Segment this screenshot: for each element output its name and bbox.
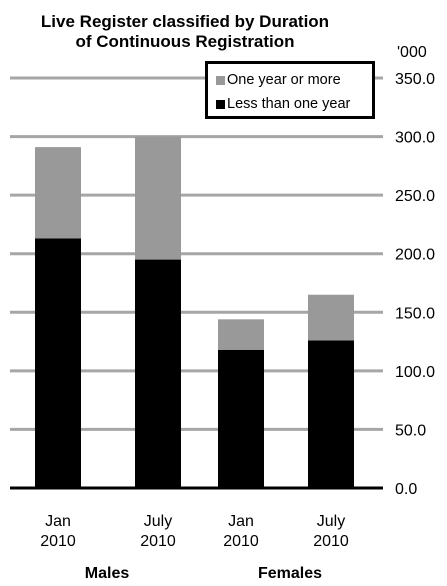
legend-swatch-less-than-one-year: [216, 99, 225, 109]
y-tick-label: 350.0: [395, 71, 435, 88]
unit-label: '000: [397, 44, 427, 61]
legend-item-less-than-one-year: Less than one year: [216, 92, 372, 116]
legend-label-one-year-or-more: One year or more: [227, 72, 341, 88]
y-tick-label: 100.0: [395, 364, 435, 381]
x-tick-label: 2010: [313, 533, 349, 550]
chart-title-line-2: of Continuous Registration: [75, 32, 295, 51]
bar-one-year-or-more: [218, 319, 264, 350]
y-tick-label: 50.0: [395, 422, 426, 439]
bar-one-year-or-more: [135, 136, 181, 260]
legend-label-less-than-one-year: Less than one year: [227, 96, 351, 112]
x-tick-label: 2010: [40, 533, 76, 550]
bar-less-than-one-year: [35, 238, 81, 488]
chart-title: Live Register classified by Duration of …: [0, 12, 370, 52]
x-tick-label: 2010: [223, 533, 259, 550]
legend-swatch-one-year-or-more: [216, 75, 225, 85]
x-tick-label: July: [144, 513, 172, 530]
x-tick-label: Jan: [228, 513, 254, 530]
legend-item-one-year-or-more: One year or more: [216, 68, 372, 92]
bar-less-than-one-year: [218, 349, 264, 488]
bar-less-than-one-year: [135, 259, 181, 488]
y-tick-label: 250.0: [395, 188, 435, 205]
y-tick-label: 0.0: [395, 481, 417, 498]
group-label: Females: [258, 565, 322, 582]
y-tick-label: 300.0: [395, 130, 435, 147]
x-tick-label: Jan: [45, 513, 71, 530]
bar-less-than-one-year: [308, 340, 354, 488]
y-tick-label: 200.0: [395, 247, 435, 264]
bar-one-year-or-more: [35, 147, 81, 239]
bar-one-year-or-more: [308, 294, 354, 341]
x-tick-label: July: [317, 513, 345, 530]
group-label: Males: [85, 565, 130, 582]
y-tick-label: 150.0: [395, 305, 435, 322]
chart-title-line-1: Live Register classified by Duration: [40, 12, 330, 31]
x-tick-label: 2010: [140, 533, 176, 550]
legend: One year or more Less than one year: [205, 61, 375, 119]
